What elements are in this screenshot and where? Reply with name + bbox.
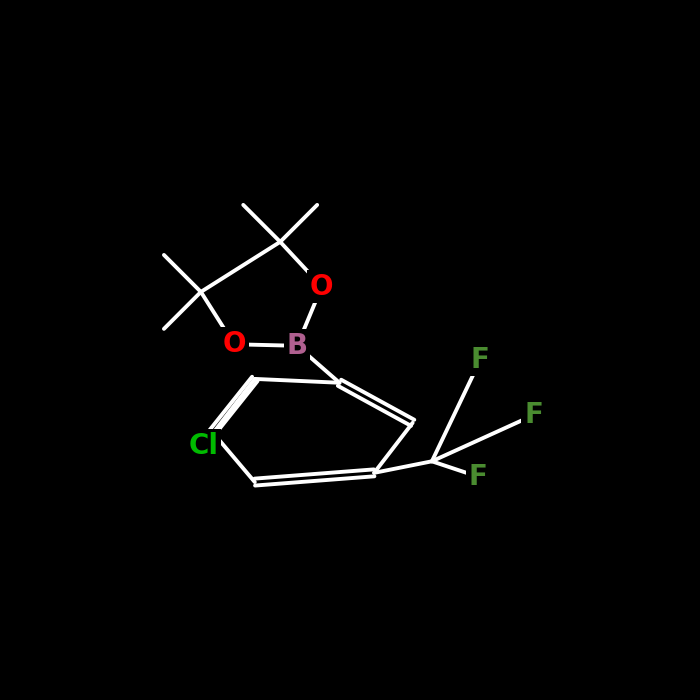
- Text: O: O: [310, 272, 333, 300]
- Text: B: B: [286, 332, 308, 360]
- Text: O: O: [223, 330, 246, 358]
- Text: Cl: Cl: [188, 432, 218, 460]
- Text: F: F: [524, 401, 543, 429]
- Text: F: F: [471, 346, 490, 374]
- Text: F: F: [469, 463, 487, 491]
